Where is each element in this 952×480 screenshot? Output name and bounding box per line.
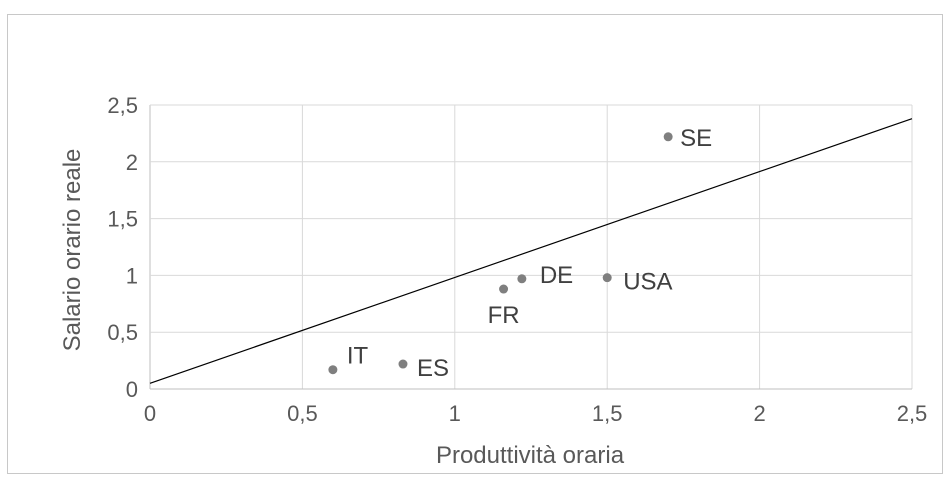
data-points: IT ES FR DE USA SE xyxy=(328,125,712,382)
data-point-se xyxy=(663,132,673,142)
reference-line xyxy=(149,118,913,384)
y-axis-title: Salario orario reale xyxy=(59,149,86,352)
data-point-it xyxy=(328,365,338,375)
y-tick-labels: 0 0,5 1 1,5 2 2,5 xyxy=(107,93,138,402)
x-axis-title: Produttività oraria xyxy=(436,442,625,469)
data-point-usa xyxy=(602,273,612,283)
data-point-de xyxy=(517,274,527,284)
x-tick-label: 2 xyxy=(753,401,765,426)
point-label-usa: USA xyxy=(623,269,672,296)
x-tick-label: 1,5 xyxy=(592,401,623,426)
point-label-se: SE xyxy=(680,125,712,152)
x-tick-labels: 0 0,5 1 1,5 2 2,5 xyxy=(144,401,927,426)
y-tick-label: 1 xyxy=(126,263,138,288)
x-tick-label: 0 xyxy=(144,401,156,426)
y-tick-label: 0 xyxy=(126,377,138,402)
point-label-it: IT xyxy=(347,343,369,370)
grid-lines xyxy=(149,104,913,390)
data-point-es xyxy=(398,359,408,369)
y-tick-label: 2,5 xyxy=(107,93,138,118)
y-tick-label: 1,5 xyxy=(107,207,138,232)
point-label-es: ES xyxy=(417,355,449,382)
x-tick-label: 2,5 xyxy=(897,401,928,426)
point-label-fr: FR xyxy=(488,302,520,329)
y-tick-label: 0,5 xyxy=(107,320,138,345)
point-label-de: DE xyxy=(540,262,573,289)
y-tick-label: 2 xyxy=(126,150,138,175)
data-point-fr xyxy=(499,284,509,294)
x-tick-label: 0,5 xyxy=(287,401,318,426)
chart-frame xyxy=(7,14,943,474)
x-tick-label: 1 xyxy=(449,401,461,426)
